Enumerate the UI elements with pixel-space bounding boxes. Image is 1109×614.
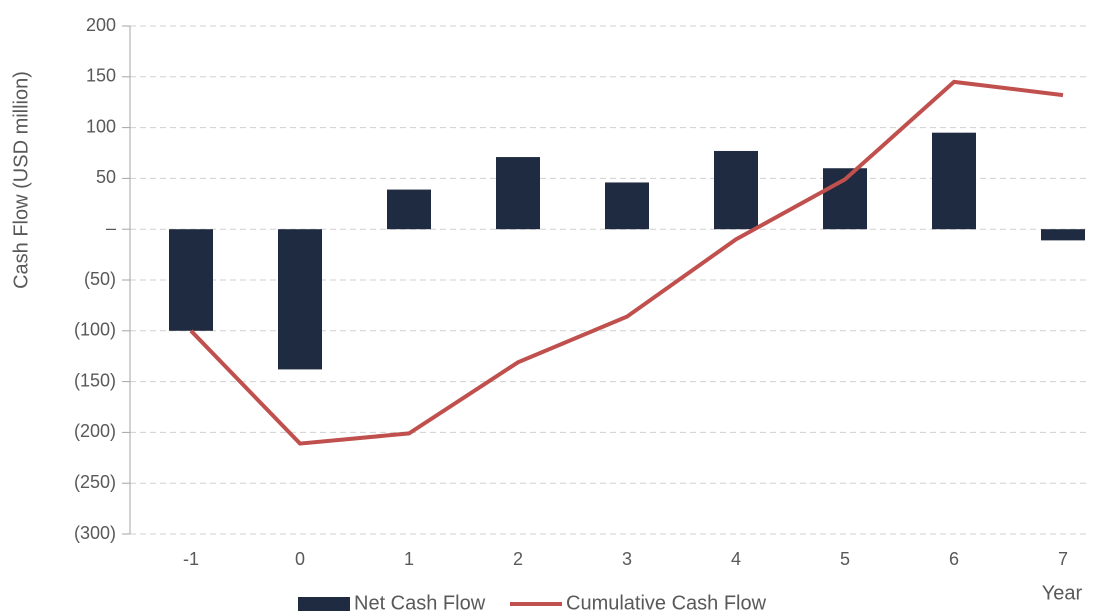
line bbox=[189, 79, 1064, 446]
y-tick-label: 100 bbox=[86, 116, 116, 136]
y-axis-title: Cash Flow (USD million) bbox=[10, 71, 32, 289]
x-tick-label: 7 bbox=[1058, 549, 1068, 569]
y-tick-label: 50 bbox=[96, 167, 116, 187]
y-tick-label: 200 bbox=[86, 15, 116, 35]
x-tick-label: 3 bbox=[622, 549, 632, 569]
bar bbox=[387, 189, 431, 230]
x-tick-label: 1 bbox=[404, 549, 414, 569]
legend-swatch bbox=[298, 597, 350, 611]
bar bbox=[605, 182, 649, 230]
y-tick-label: (250) bbox=[74, 472, 116, 492]
legend-label: Cumulative Cash Flow bbox=[566, 592, 767, 614]
x-tick-label: 0 bbox=[295, 549, 305, 569]
y-tick-label: (100) bbox=[74, 320, 116, 340]
y-tick-label: (300) bbox=[74, 523, 116, 543]
x-tick-label: 6 bbox=[949, 549, 959, 569]
bar bbox=[1041, 229, 1085, 241]
x-tick-label: -1 bbox=[183, 549, 199, 569]
bar bbox=[714, 150, 758, 230]
y-tick-label: 150 bbox=[86, 66, 116, 86]
x-tick-label: 2 bbox=[513, 549, 523, 569]
x-tick-label: 4 bbox=[731, 549, 741, 569]
y-tick-label: (50) bbox=[84, 269, 116, 289]
x-axis-title: Year bbox=[1042, 582, 1083, 604]
bar bbox=[932, 132, 976, 230]
bar bbox=[496, 157, 540, 230]
y-tick-label: (200) bbox=[74, 421, 116, 441]
legend-label: Net Cash Flow bbox=[354, 592, 486, 614]
y-tick-label: – bbox=[106, 218, 116, 238]
bar bbox=[278, 229, 322, 370]
x-tick-label: 5 bbox=[840, 549, 850, 569]
bar bbox=[169, 229, 213, 331]
y-tick-label: (150) bbox=[74, 370, 116, 390]
